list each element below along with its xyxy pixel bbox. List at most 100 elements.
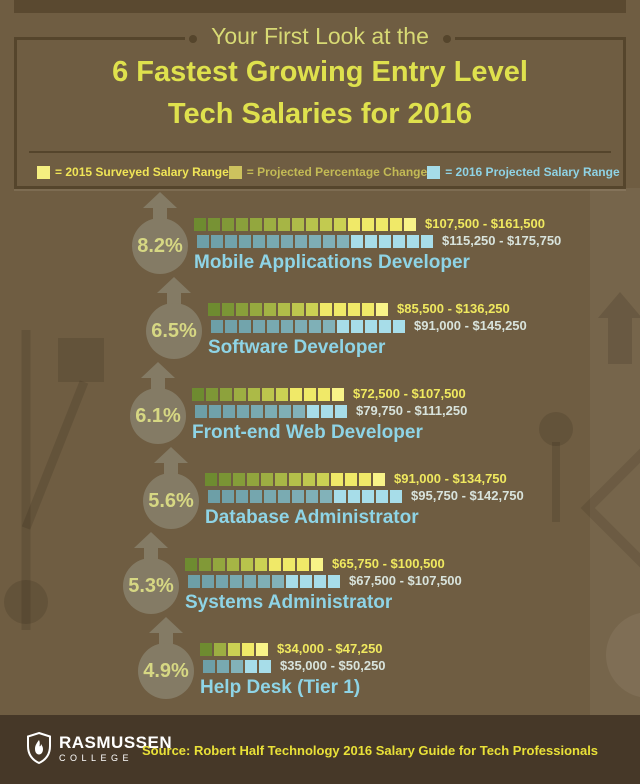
salary-bar-2016: $67,500 - $107,500	[188, 573, 462, 588]
salary-square	[365, 235, 377, 248]
salary-square	[283, 558, 295, 571]
salary-square	[320, 490, 332, 503]
job-title: Front-end Web Developer	[192, 422, 423, 443]
salary-square	[337, 320, 349, 333]
salary-square	[269, 558, 281, 571]
salary-square	[209, 405, 221, 418]
salary-square	[214, 643, 226, 656]
salary-square	[244, 575, 256, 588]
salary-square	[188, 575, 200, 588]
salary-entry: 4.9% $34,000 - $47,250 $35,000 - $50,250 He…	[0, 617, 640, 705]
salary-square	[248, 388, 260, 401]
salary-square	[228, 643, 240, 656]
salary-square	[393, 235, 405, 248]
salary-entry: 5.3% $65,750 - $100,500 $67,500 - $107,500…	[0, 532, 640, 620]
salary-square	[304, 388, 316, 401]
salary-square	[348, 303, 360, 316]
salary-square	[237, 405, 249, 418]
salary-range-2015: $107,500 - $161,500	[425, 216, 545, 231]
salary-entry: 8.2% $107,500 - $161,500 $115,250 - $175,7…	[0, 192, 640, 280]
salary-square	[328, 575, 340, 588]
salary-square	[323, 320, 335, 333]
salary-square	[233, 473, 245, 486]
salary-square	[309, 235, 321, 248]
salary-square	[348, 218, 360, 231]
salary-range-2016: $67,500 - $107,500	[349, 573, 462, 588]
salary-square	[217, 660, 229, 673]
growth-arrow-icon: 8.2%	[128, 192, 192, 280]
salary-square	[286, 575, 298, 588]
salary-square	[348, 490, 360, 503]
salary-entry: 6.5% $85,500 - $136,250 $91,000 - $145,250…	[0, 277, 640, 365]
arrow-circle	[123, 558, 179, 614]
salary-square	[264, 303, 276, 316]
salary-square	[202, 575, 214, 588]
job-title: Database Administrator	[205, 507, 419, 528]
header-topline-row: Your First Look at the	[14, 23, 626, 52]
salary-square	[390, 218, 402, 231]
growth-arrow-icon: 4.9%	[134, 617, 198, 705]
salary-square	[239, 320, 251, 333]
salary-range-2015: $91,000 - $134,750	[394, 471, 507, 486]
dot-icon	[189, 34, 198, 43]
arrow-up-icon	[143, 192, 177, 208]
salary-square	[279, 405, 291, 418]
arrow-circle	[143, 473, 199, 529]
salary-square	[320, 218, 332, 231]
salary-square	[200, 643, 212, 656]
legend-item-2015-range: = 2015 Surveyed Salary Range	[37, 165, 229, 179]
salary-square	[213, 558, 225, 571]
salary-square	[345, 473, 357, 486]
salary-range-2015: $85,500 - $136,250	[397, 301, 510, 316]
arrow-up-icon	[134, 532, 168, 548]
growth-percent: 6.5%	[151, 319, 197, 342]
legend-swatch-2015	[37, 165, 50, 179]
salary-square	[216, 575, 228, 588]
legend: = 2015 Surveyed Salary Range = Projected…	[37, 165, 620, 179]
salary-square	[247, 473, 259, 486]
salary-square	[379, 320, 391, 333]
footer: RASMUSSEN COLLEGE Source: Robert Half Te…	[0, 715, 640, 784]
header-frame: Your First Look at the 6 Fastest Growing…	[14, 23, 626, 189]
salary-square	[379, 235, 391, 248]
salary-range-2016: $95,750 - $142,750	[411, 488, 524, 503]
salary-square	[250, 218, 262, 231]
salary-square	[292, 490, 304, 503]
salary-square	[208, 490, 220, 503]
salary-square	[222, 303, 234, 316]
growth-arrow-icon: 5.6%	[139, 447, 203, 535]
salary-square	[317, 473, 329, 486]
salary-range-2015: $72,500 - $107,500	[353, 386, 466, 401]
salary-square	[295, 320, 307, 333]
salary-square	[236, 218, 248, 231]
arrow-circle	[130, 388, 186, 444]
salary-bars: $34,000 - $47,250 $35,000 - $50,250 Help D…	[200, 641, 386, 699]
salary-square	[234, 388, 246, 401]
salary-square	[267, 235, 279, 248]
salary-square	[205, 473, 217, 486]
salary-square	[351, 235, 363, 248]
job-title: Systems Administrator	[185, 592, 393, 613]
salary-bar-2016: $91,000 - $145,250	[211, 318, 527, 333]
salary-square	[223, 405, 235, 418]
salary-square	[295, 235, 307, 248]
highlight-band	[590, 188, 640, 715]
salary-square	[318, 388, 330, 401]
salary-range-2015: $34,000 - $47,250	[277, 641, 383, 656]
salary-square	[256, 643, 268, 656]
salary-square	[320, 303, 332, 316]
growth-percent: 5.3%	[128, 574, 174, 597]
salary-square	[230, 575, 242, 588]
salary-square	[225, 320, 237, 333]
salary-square	[211, 320, 223, 333]
salary-square	[293, 405, 305, 418]
salary-square	[335, 405, 347, 418]
salary-square	[306, 218, 318, 231]
salary-bar-2015: $91,000 - $134,750	[205, 471, 524, 486]
rasmussen-logo: RASMUSSEN COLLEGE	[26, 731, 172, 765]
salary-square	[314, 575, 326, 588]
salary-square	[199, 558, 211, 571]
salary-square	[421, 235, 433, 248]
arrow-circle	[138, 643, 194, 699]
